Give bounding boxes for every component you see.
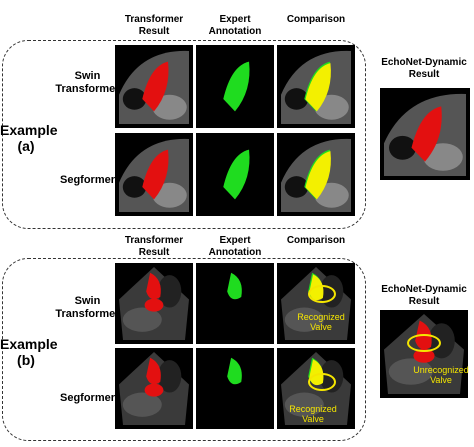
label: Recognized Valve xyxy=(282,404,344,425)
label-line: Example xyxy=(0,336,58,352)
label: Transformer Result xyxy=(107,235,201,258)
label-line: Result xyxy=(408,295,440,307)
label-line: (b) xyxy=(17,352,35,369)
label-line: Result xyxy=(138,25,170,37)
label-line: Valve xyxy=(302,414,324,425)
image xyxy=(196,45,274,128)
label-line: Valve xyxy=(430,375,452,386)
label: EchoNet-Dynamic Result xyxy=(372,284,474,307)
image xyxy=(277,263,355,344)
label: Swin Transformer xyxy=(50,295,125,320)
label: Comparison xyxy=(269,235,363,247)
label: EchoNet-Dynamic Result xyxy=(372,57,474,80)
label: Example (a) xyxy=(0,122,58,155)
label: Comparison xyxy=(269,14,363,26)
label-line: Expert xyxy=(219,235,251,246)
label-line: Valve xyxy=(310,322,332,333)
valve-ring xyxy=(308,373,336,391)
label-line: Expert xyxy=(219,14,251,25)
valve-ring xyxy=(407,334,441,352)
label-line: Annotation xyxy=(208,246,262,258)
label-line: EchoNet-Dynamic xyxy=(381,284,467,295)
image xyxy=(115,263,193,344)
label: Expert Annotation xyxy=(188,235,282,258)
image xyxy=(277,45,355,128)
image xyxy=(115,45,193,128)
valve-ring xyxy=(308,285,336,303)
panel-frame xyxy=(2,258,366,441)
label: Transformer Result xyxy=(107,14,201,37)
label: Segformer xyxy=(50,174,125,187)
panel-frame xyxy=(2,40,366,229)
label-line: Annotation xyxy=(208,25,262,37)
label-line: (a) xyxy=(17,138,35,155)
label-line: Swin xyxy=(74,295,101,307)
label: Recognized Valve xyxy=(290,312,352,333)
label-line: Unrecognized xyxy=(413,365,469,375)
label-line: Example xyxy=(0,122,58,138)
label-line: Recognized xyxy=(289,404,337,414)
label-line: Comparison xyxy=(286,14,346,25)
label-line: EchoNet-Dynamic xyxy=(381,57,467,68)
image xyxy=(196,348,274,429)
label: Expert Annotation xyxy=(188,14,282,37)
label: Unrecognized Valve xyxy=(410,365,472,386)
image xyxy=(196,133,274,216)
label: Example (b) xyxy=(0,336,58,369)
label-line: Result xyxy=(138,246,170,258)
label-line: Swin xyxy=(74,70,101,82)
label: Swin Transformer xyxy=(50,70,125,95)
label-line: Recognized xyxy=(297,312,345,322)
label-line: Result xyxy=(408,68,440,80)
label: Segformer xyxy=(50,392,125,405)
image xyxy=(115,133,193,216)
label-line: Comparison xyxy=(286,235,346,246)
image xyxy=(196,263,274,344)
label-line: Transformer xyxy=(55,82,120,95)
image xyxy=(277,133,355,216)
label-line: Segformer xyxy=(59,392,116,404)
label-line: Transformer xyxy=(124,235,184,246)
label-line: Segformer xyxy=(59,174,116,186)
label-line: Transformer xyxy=(55,307,120,320)
image xyxy=(115,348,193,429)
image xyxy=(380,88,470,180)
label-line: Transformer xyxy=(124,14,184,25)
